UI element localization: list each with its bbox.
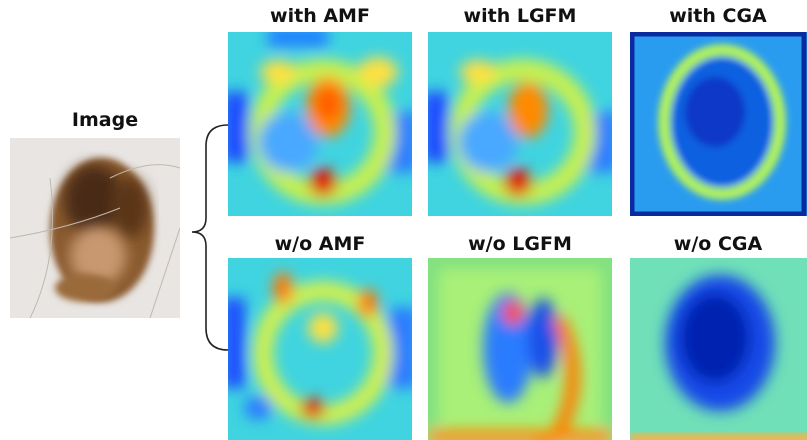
brace: [192, 125, 228, 350]
panel-label: w/o CGA: [674, 233, 763, 255]
heatmap: [223, 258, 418, 440]
heatmap: [223, 27, 418, 216]
heatmap: [630, 258, 807, 440]
panel-label: with AMF: [270, 5, 370, 27]
panel-label: w/o AMF: [275, 233, 366, 255]
image-label: Image: [72, 109, 138, 131]
heatmap: [428, 258, 612, 440]
panel-label: w/o LGFM: [468, 233, 572, 255]
panel-label: with LGFM: [464, 5, 577, 27]
figure: Image with AMF with LGFM with CGA w/o AM…: [0, 0, 807, 440]
heatmap: [423, 32, 618, 216]
dermoscopy-image: [10, 138, 180, 318]
panel-label: with CGA: [669, 5, 767, 27]
heatmap: [630, 32, 807, 216]
